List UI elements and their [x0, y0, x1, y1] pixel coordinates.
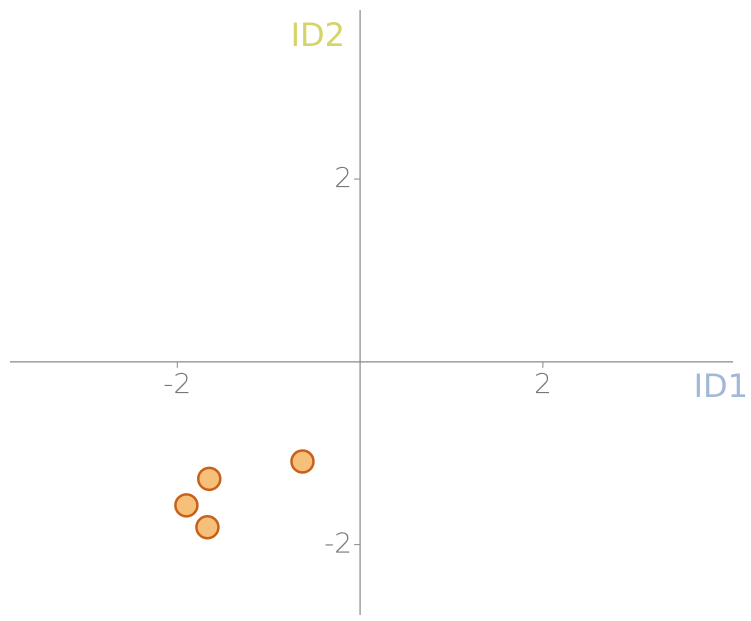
y-tick-label: 2	[334, 161, 352, 194]
point	[197, 466, 222, 492]
y-axis-label: ID2	[291, 16, 345, 54]
point	[195, 515, 220, 540]
x-tick-label: -2	[163, 367, 191, 400]
point	[174, 493, 199, 518]
x-tick-label: 2	[534, 367, 552, 400]
y-tick-label: -2	[324, 527, 352, 560]
point	[290, 449, 315, 474]
x-axis-label: ID1	[694, 367, 748, 405]
